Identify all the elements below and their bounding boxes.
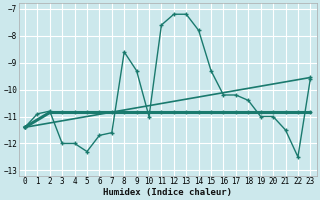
X-axis label: Humidex (Indice chaleur): Humidex (Indice chaleur) <box>103 188 232 197</box>
